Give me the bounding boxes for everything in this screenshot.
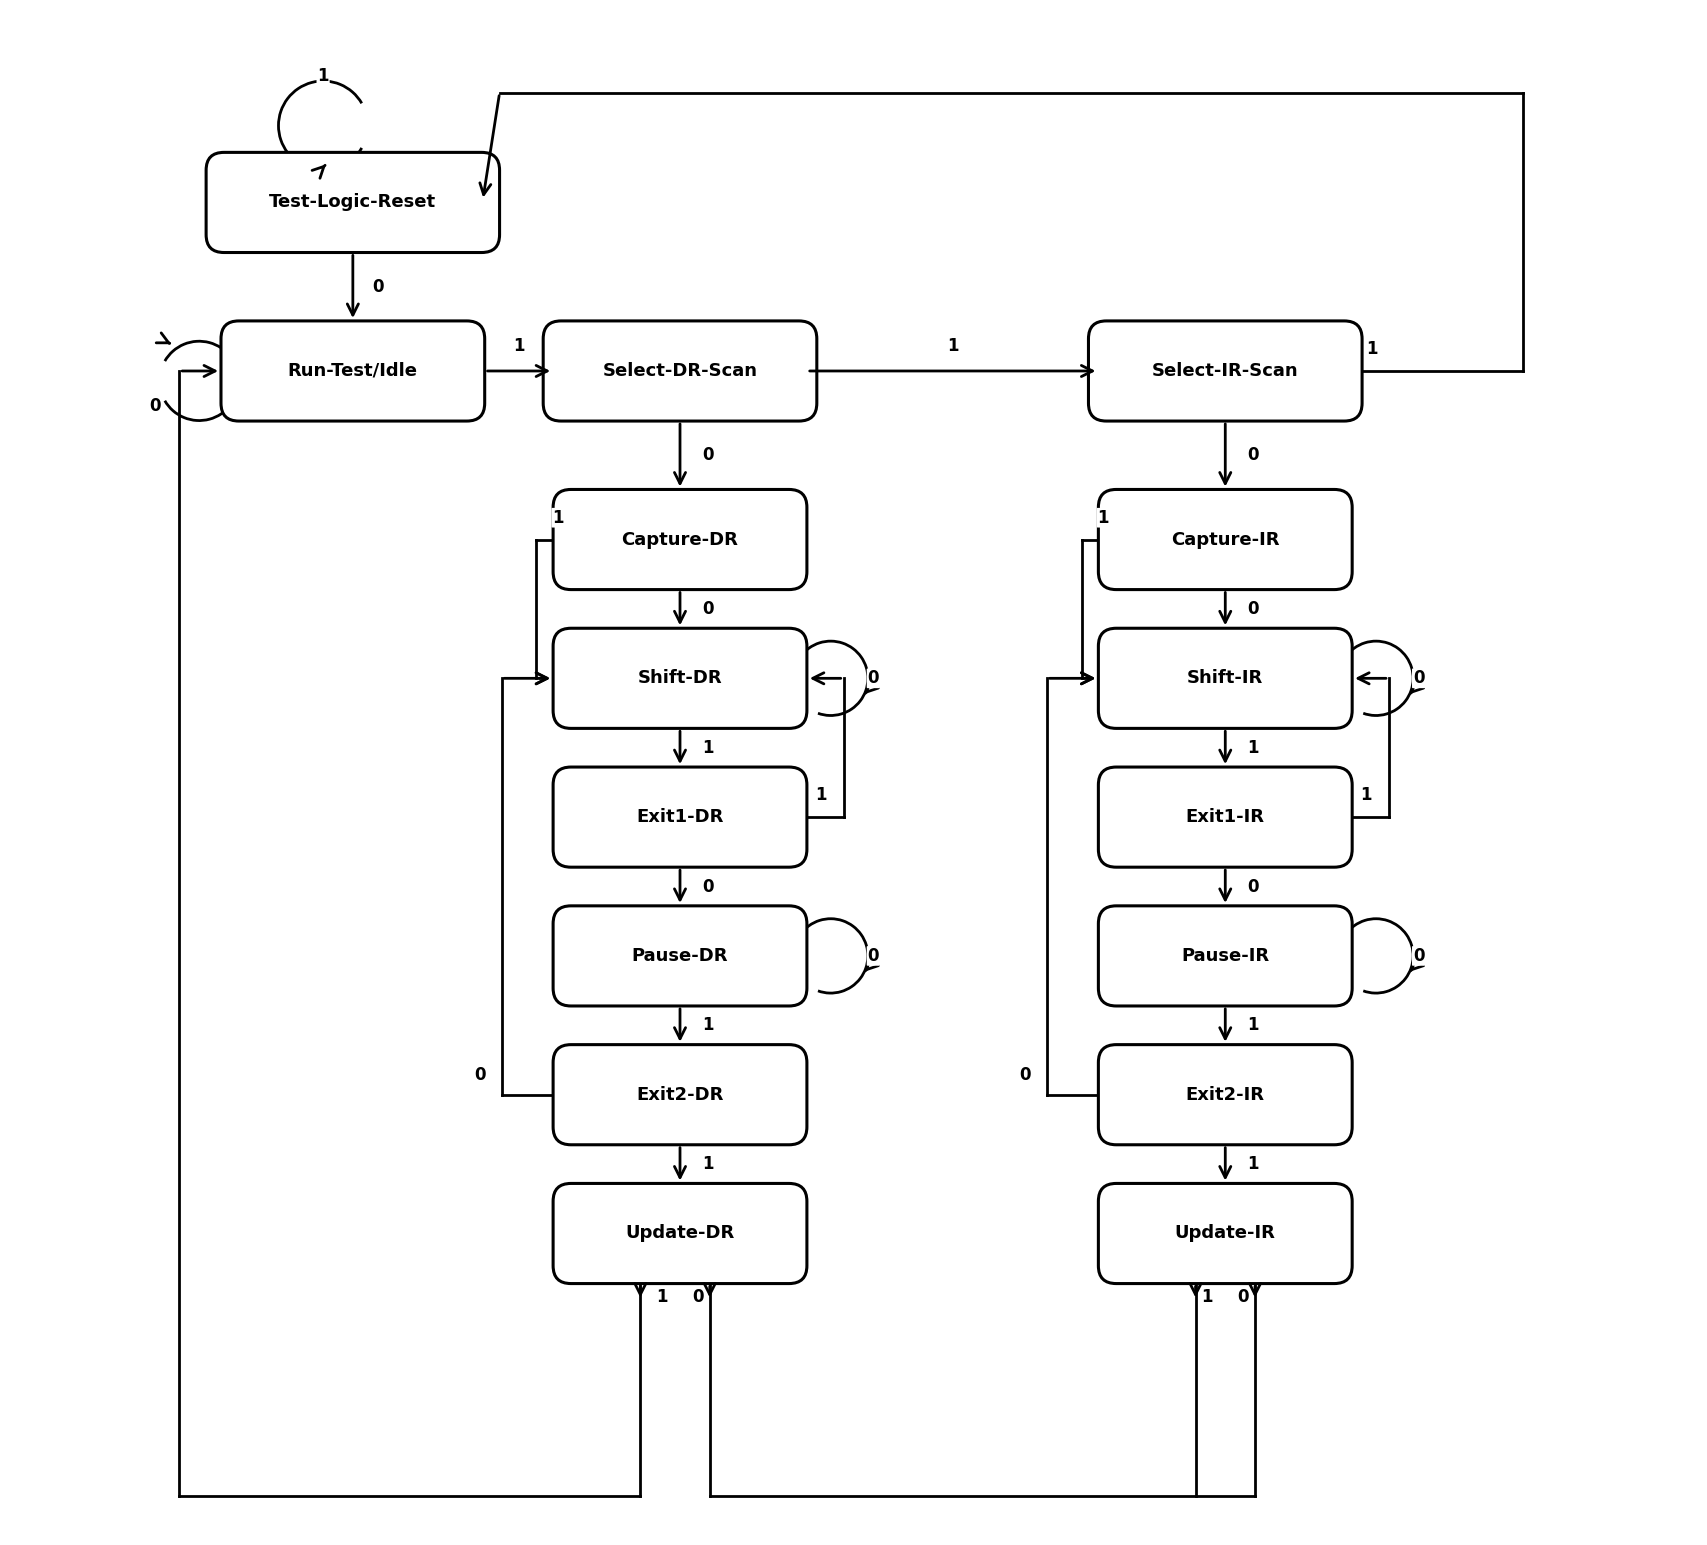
Text: 0: 0 (702, 447, 714, 464)
Text: 0: 0 (475, 1066, 485, 1085)
FancyBboxPatch shape (1089, 321, 1362, 422)
Text: 1: 1 (553, 508, 563, 527)
Text: 1: 1 (514, 337, 524, 355)
FancyBboxPatch shape (1098, 766, 1352, 867)
Text: 1: 1 (1248, 1156, 1258, 1173)
FancyBboxPatch shape (553, 629, 807, 728)
FancyBboxPatch shape (1098, 1183, 1352, 1284)
Text: 0: 0 (149, 397, 160, 414)
Text: Capture-DR: Capture-DR (621, 530, 739, 548)
Text: 0: 0 (1413, 669, 1424, 688)
Text: 0: 0 (1019, 1066, 1031, 1085)
FancyBboxPatch shape (1098, 490, 1352, 590)
Text: 1: 1 (1202, 1289, 1214, 1307)
Text: 1: 1 (814, 786, 826, 805)
FancyBboxPatch shape (1098, 1044, 1352, 1145)
Text: 0: 0 (372, 278, 384, 295)
Text: 1: 1 (947, 337, 958, 355)
FancyBboxPatch shape (1098, 629, 1352, 728)
Text: 1: 1 (702, 739, 714, 757)
Text: Update-DR: Update-DR (625, 1225, 734, 1242)
FancyBboxPatch shape (220, 321, 485, 422)
FancyBboxPatch shape (543, 321, 818, 422)
Text: Exit1-DR: Exit1-DR (637, 808, 724, 827)
Text: 1: 1 (702, 1156, 714, 1173)
Text: Pause-IR: Pause-IR (1181, 947, 1270, 966)
Text: Shift-DR: Shift-DR (638, 669, 722, 688)
FancyBboxPatch shape (553, 766, 807, 867)
Text: Pause-DR: Pause-DR (632, 947, 729, 966)
Text: 1: 1 (702, 1017, 714, 1034)
Text: Exit1-IR: Exit1-IR (1186, 808, 1265, 827)
Text: 0: 0 (1413, 947, 1424, 966)
FancyBboxPatch shape (553, 905, 807, 1006)
FancyBboxPatch shape (553, 490, 807, 590)
Text: Exit2-IR: Exit2-IR (1186, 1086, 1265, 1103)
Text: 0: 0 (1248, 599, 1258, 618)
Text: 0: 0 (1238, 1289, 1250, 1307)
Text: Select-IR-Scan: Select-IR-Scan (1152, 362, 1299, 380)
Text: Update-IR: Update-IR (1174, 1225, 1275, 1242)
Text: Shift-IR: Shift-IR (1186, 669, 1263, 688)
Text: 0: 0 (702, 599, 714, 618)
Text: 1: 1 (1098, 508, 1110, 527)
Text: Select-DR-Scan: Select-DR-Scan (603, 362, 758, 380)
Text: 1: 1 (318, 66, 329, 85)
Text: 1: 1 (1360, 786, 1372, 805)
FancyBboxPatch shape (553, 1183, 807, 1284)
Text: 0: 0 (702, 878, 714, 896)
Text: 1: 1 (1248, 739, 1258, 757)
Text: Run-Test/Idle: Run-Test/Idle (288, 362, 418, 380)
Text: 0: 0 (1248, 447, 1258, 464)
Text: 1: 1 (657, 1289, 667, 1307)
FancyBboxPatch shape (207, 153, 500, 252)
Text: 1: 1 (1248, 1017, 1258, 1034)
Text: 1: 1 (1366, 340, 1378, 358)
Text: 0: 0 (867, 947, 879, 966)
Text: 0: 0 (867, 669, 879, 688)
Text: Test-Logic-Reset: Test-Logic-Reset (270, 193, 437, 212)
Text: Capture-IR: Capture-IR (1171, 530, 1280, 548)
FancyBboxPatch shape (553, 1044, 807, 1145)
Text: 0: 0 (691, 1289, 703, 1307)
FancyBboxPatch shape (1098, 905, 1352, 1006)
Text: Exit2-DR: Exit2-DR (637, 1086, 724, 1103)
Text: 0: 0 (1248, 878, 1258, 896)
